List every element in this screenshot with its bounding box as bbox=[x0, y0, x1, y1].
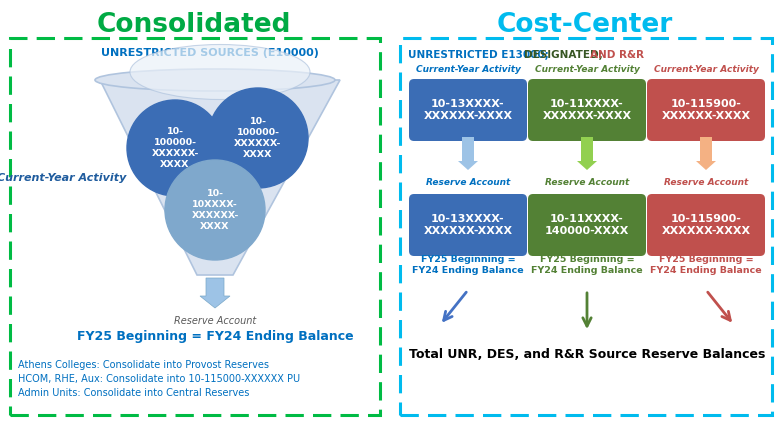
FancyBboxPatch shape bbox=[647, 79, 765, 141]
Text: Admin Units: Consolidate into Central Reserves: Admin Units: Consolidate into Central Re… bbox=[18, 388, 250, 398]
Text: Reserve Account: Reserve Account bbox=[174, 316, 256, 326]
FancyBboxPatch shape bbox=[528, 79, 646, 141]
Text: HCOM, RHE, Aux: Consolidate into 10-115000-XXXXXX PU: HCOM, RHE, Aux: Consolidate into 10-1150… bbox=[18, 374, 300, 384]
Text: Reserve Account: Reserve Account bbox=[664, 178, 748, 187]
Circle shape bbox=[165, 160, 265, 260]
FancyBboxPatch shape bbox=[409, 79, 527, 141]
Text: 10-13XXXX-
XXXXXX-XXXX: 10-13XXXX- XXXXXX-XXXX bbox=[424, 214, 512, 236]
Text: 10-115900-
XXXXXX-XXXX: 10-115900- XXXXXX-XXXX bbox=[661, 99, 750, 121]
FancyBboxPatch shape bbox=[409, 194, 527, 256]
Text: FY25 Beginning =
FY24 Ending Balance: FY25 Beginning = FY24 Ending Balance bbox=[531, 255, 643, 275]
Text: UNRESTRICTED SOURCES (E10000): UNRESTRICTED SOURCES (E10000) bbox=[101, 48, 319, 58]
Circle shape bbox=[208, 88, 308, 188]
Text: FY25 Beginning = FY24 Ending Balance: FY25 Beginning = FY24 Ending Balance bbox=[76, 330, 353, 343]
Text: Current-Year Activity: Current-Year Activity bbox=[654, 65, 758, 74]
Text: Current-Year Activity: Current-Year Activity bbox=[0, 173, 126, 183]
Text: 10-13XXXX-
XXXXXX-XXXX: 10-13XXXX- XXXXXX-XXXX bbox=[424, 99, 512, 121]
Text: 10-11XXXX-
140000-XXXX: 10-11XXXX- 140000-XXXX bbox=[544, 214, 629, 236]
Text: 10-
100000-
XXXXXX-
XXXX: 10- 100000- XXXXXX- XXXX bbox=[151, 128, 199, 169]
Text: AND R&R: AND R&R bbox=[590, 50, 643, 60]
Text: Cost-Center: Cost-Center bbox=[497, 12, 673, 38]
Text: Current-Year Activity: Current-Year Activity bbox=[534, 65, 640, 74]
FancyArrow shape bbox=[200, 278, 230, 308]
FancyBboxPatch shape bbox=[10, 38, 380, 415]
FancyArrow shape bbox=[458, 137, 478, 170]
Text: 10-
100000-
XXXXXX-
XXXX: 10- 100000- XXXXXX- XXXX bbox=[234, 117, 282, 159]
Text: 10-115900-
XXXXXX-XXXX: 10-115900- XXXXXX-XXXX bbox=[661, 214, 750, 236]
Text: Reserve Account: Reserve Account bbox=[426, 178, 510, 187]
Text: UNRESTRICTED E13000;: UNRESTRICTED E13000; bbox=[408, 50, 552, 60]
Text: Consolidated: Consolidated bbox=[97, 12, 291, 38]
Text: Reserve Account: Reserve Account bbox=[545, 178, 629, 187]
Text: DESIGNATED;: DESIGNATED; bbox=[523, 50, 606, 60]
FancyArrow shape bbox=[696, 137, 716, 170]
Circle shape bbox=[127, 100, 223, 196]
Text: Athens Colleges: Consolidate into Provost Reserves: Athens Colleges: Consolidate into Provos… bbox=[18, 360, 269, 370]
FancyBboxPatch shape bbox=[528, 194, 646, 256]
Text: FY25 Beginning =
FY24 Ending Balance: FY25 Beginning = FY24 Ending Balance bbox=[412, 255, 524, 275]
Text: FY25 Beginning =
FY24 Ending Balance: FY25 Beginning = FY24 Ending Balance bbox=[651, 255, 762, 275]
Text: Total UNR, DES, and R&R Source Reserve Balances: Total UNR, DES, and R&R Source Reserve B… bbox=[409, 348, 765, 361]
FancyArrow shape bbox=[577, 137, 597, 170]
FancyBboxPatch shape bbox=[400, 38, 772, 415]
Ellipse shape bbox=[130, 45, 310, 99]
Text: 10-
10XXXX-
XXXXXX-
XXXX: 10- 10XXXX- XXXXXX- XXXX bbox=[191, 190, 239, 231]
Text: 10-11XXXX-
XXXXXX-XXXX: 10-11XXXX- XXXXXX-XXXX bbox=[542, 99, 632, 121]
FancyBboxPatch shape bbox=[647, 194, 765, 256]
Text: Current-Year Activity: Current-Year Activity bbox=[416, 65, 520, 74]
Ellipse shape bbox=[95, 69, 335, 91]
Polygon shape bbox=[100, 80, 340, 275]
